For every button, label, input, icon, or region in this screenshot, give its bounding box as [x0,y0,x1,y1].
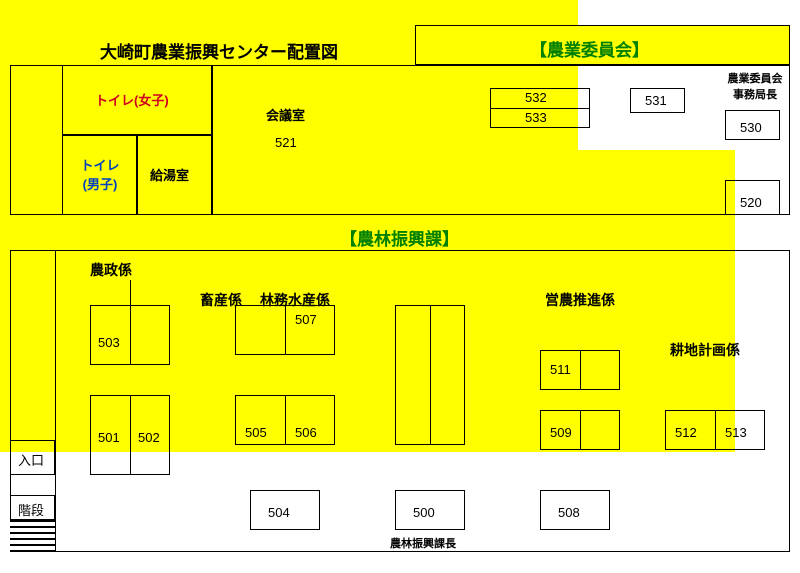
desk-500-label: 500 [413,505,435,520]
unit-nousei: 農政係 [90,260,132,280]
desk-532: 532 [525,90,547,105]
desk-530-label: 530 [740,120,762,135]
committee-header: 【農業委員会】 [530,36,649,61]
toilet-male-label: トイレ(男子) [70,155,130,193]
desk-508-label: 508 [558,505,580,520]
desk-520-label: 520 [740,195,762,210]
desk-509-label: 509 [550,425,572,440]
desk-507: 507 [295,312,317,327]
page-title: 大崎町農業振興センター配置図 [100,38,338,63]
desk-505: 505 [245,425,267,440]
entrance-label: 入口 [18,450,44,469]
stairs-hatch [10,520,55,552]
desk-501: 501 [98,430,120,445]
pantry-label: 給湯室 [150,165,189,184]
toilet-female-label: トイレ(女子) [95,90,169,109]
desk-502: 502 [138,430,160,445]
desk-506: 506 [295,425,317,440]
desk-512-label: 512 [675,425,697,440]
division-head-label: 農林振興課長 [390,535,456,551]
desk-533: 533 [525,110,547,125]
committee-head-label: 農業委員会事務局長 [720,70,790,102]
meeting-room-name: 会議室 [266,105,305,124]
desk-504-label: 504 [268,505,290,520]
floor-plan-canvas: 大崎町農業振興センター配置図 【農業委員会】トイレ(女子) トイレ(男子) 給湯室 会議… [0,0,800,573]
desk-513-label: 513 [725,425,747,440]
desk-531-label: 531 [645,93,667,108]
unit-einou: 営農推進係 [545,290,615,310]
division-header: 【農林振興課】 [340,225,459,250]
desk-503: 503 [98,335,120,350]
stairs-label: 階段 [18,500,44,519]
meeting-room-num: 521 [275,135,297,150]
unit-kouchi: 耕地計画係 [670,340,740,360]
desk-511-label: 511 [550,362,571,377]
